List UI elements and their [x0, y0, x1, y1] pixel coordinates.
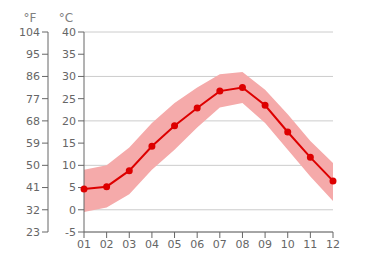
svg-text:°C: °C	[59, 11, 73, 25]
svg-text:06: 06	[190, 238, 204, 251]
svg-text:-5: -5	[65, 226, 76, 239]
svg-text:07: 07	[213, 238, 227, 251]
svg-text:0: 0	[69, 204, 76, 217]
svg-text:03: 03	[122, 238, 136, 251]
svg-text:59: 59	[26, 137, 40, 150]
svg-text:86: 86	[26, 70, 40, 83]
svg-text:01: 01	[77, 238, 91, 251]
svg-text:12: 12	[326, 238, 340, 251]
svg-text:41: 41	[26, 181, 40, 194]
svg-text:35: 35	[62, 48, 76, 61]
svg-text:15: 15	[62, 137, 76, 150]
svg-text:11: 11	[303, 238, 317, 251]
svg-text:25: 25	[62, 93, 76, 106]
svg-text:95: 95	[26, 48, 40, 61]
svg-text:08: 08	[235, 238, 249, 251]
svg-text:32: 32	[26, 204, 40, 217]
svg-text:02: 02	[100, 238, 114, 251]
svg-text:05: 05	[168, 238, 182, 251]
svg-text:77: 77	[26, 93, 40, 106]
svg-text:50: 50	[26, 159, 40, 172]
svg-text:04: 04	[145, 238, 159, 251]
svg-text:104: 104	[19, 26, 40, 39]
svg-text:68: 68	[26, 115, 40, 128]
svg-text:23: 23	[26, 226, 40, 239]
svg-text:5: 5	[69, 181, 76, 194]
svg-text:10: 10	[281, 238, 295, 251]
svg-text:10: 10	[62, 159, 76, 172]
svg-text:°F: °F	[24, 11, 37, 25]
svg-text:09: 09	[258, 238, 272, 251]
svg-text:40: 40	[62, 26, 76, 39]
svg-text:20: 20	[62, 115, 76, 128]
svg-text:30: 30	[62, 70, 76, 83]
